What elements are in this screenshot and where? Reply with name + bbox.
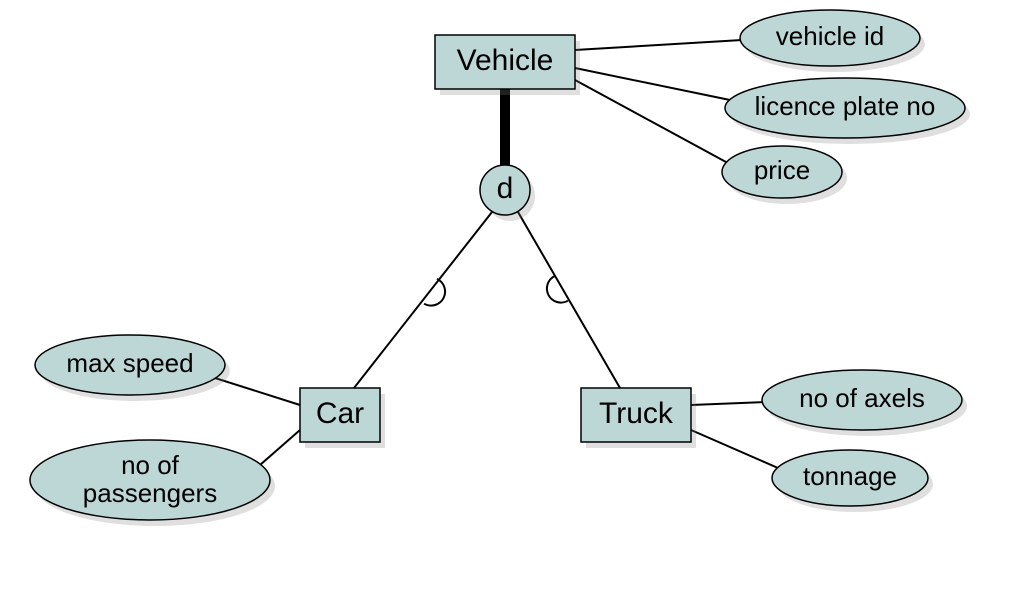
truck-entity: Truck <box>581 388 696 448</box>
er-diagram: Vehicle d Car Truck vehicle id licence plate … <box>0 0 1024 600</box>
licence-label: licence plate no <box>755 91 936 121</box>
truck-label: Truck <box>599 397 674 430</box>
price-label: price <box>754 155 810 185</box>
car-entity: Car <box>300 388 385 448</box>
passengers-attribute: no ofpassengers <box>30 440 275 526</box>
vehicle-label: Vehicle <box>457 44 554 77</box>
tonnage-label: tonnage <box>803 461 897 491</box>
d_circle-label: d <box>497 172 514 205</box>
vehicle_id-label: vehicle id <box>776 21 884 51</box>
axels-label: no of axels <box>799 383 925 413</box>
car-label: Car <box>316 397 364 430</box>
vehicle-entity: Vehicle <box>435 35 580 95</box>
max_speed-label: max speed <box>66 348 193 378</box>
licence-attribute: licence plate no <box>725 78 970 144</box>
